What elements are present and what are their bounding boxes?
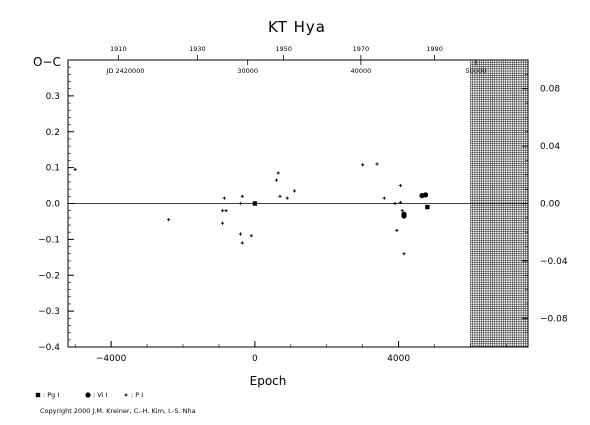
year-label: 1910 (110, 45, 127, 53)
data-point-plus (167, 218, 171, 222)
year-label: 1950 (275, 45, 292, 53)
y-tick-label: −0.4 (38, 343, 60, 353)
data-point-plus (398, 183, 403, 188)
y-axis-label: O−C (33, 55, 61, 69)
data-point-square (425, 204, 430, 210)
data-point-plus (382, 196, 386, 200)
data-point-circle (422, 192, 429, 198)
y-tick-label: −0.3 (38, 307, 60, 317)
data-point-plus (73, 167, 77, 172)
y-tick-label: 0.1 (46, 164, 60, 174)
data-point-plus (285, 196, 289, 200)
jd-label: 50000 (466, 67, 487, 75)
right-tick-label: −0.04 (540, 257, 568, 267)
y-tick-label: −0.2 (38, 271, 60, 281)
legend-label: : Pg I (43, 391, 59, 399)
data-point-plus (402, 252, 406, 256)
data-point-plus (375, 162, 379, 166)
y-tick-label: 0.3 (46, 92, 60, 102)
x-axis-label: Epoch (250, 374, 287, 388)
data-point-plus (292, 189, 297, 193)
legend-label: : P I (131, 391, 143, 399)
right-tick-label: 0.00 (540, 200, 560, 210)
y-tick-label: 0.0 (46, 200, 61, 210)
x-tick-label: 0 (252, 354, 258, 364)
data-point-plus (240, 241, 244, 245)
right-tick-label: 0.04 (540, 142, 560, 152)
data-point-plus (393, 201, 397, 206)
y-tick-label: −0.1 (38, 235, 60, 245)
legend-marker-square (35, 392, 41, 398)
data-point-plus (361, 163, 365, 167)
data-point-plus (240, 194, 244, 198)
chart-title: KT Hya (268, 18, 326, 36)
jd-label: 40000 (351, 67, 372, 75)
data-point-plus (220, 221, 225, 225)
data-point-plus (249, 234, 253, 238)
legend-label: : Vi I (93, 391, 107, 399)
data-point-plus (238, 232, 243, 236)
data-point-plus (398, 200, 403, 205)
x-tick-label: 4000 (387, 354, 410, 364)
data-point-plus (238, 201, 243, 206)
year-label: 1970 (353, 45, 370, 53)
jd-label: 30000 (237, 67, 258, 75)
jd-prefix-label: JD 2420000 (106, 67, 145, 75)
legend-marker-circle (85, 392, 91, 398)
right-tick-label: 0.08 (540, 85, 560, 95)
legend-marker-plus (124, 393, 128, 397)
data-point-plus (220, 209, 225, 213)
data-point-plus (274, 178, 279, 182)
copyright-text: Copyright 2000 J.M. Kreiner, C.-H. Kim, … (40, 407, 196, 415)
x-tick-label: −4000 (96, 354, 127, 364)
year-label: 1930 (189, 45, 206, 53)
year-label: 1990 (426, 45, 443, 53)
data-point-plus (278, 194, 282, 198)
data-point-plus (222, 196, 226, 200)
data-point-circle (401, 213, 407, 219)
data-point-plus (276, 171, 280, 175)
y-tick-label: 0.2 (46, 128, 60, 138)
data-point-plus (395, 228, 399, 233)
data-point-plus (400, 209, 404, 213)
right-tick-label: −0.08 (540, 314, 568, 324)
data-point-plus (224, 209, 228, 213)
data-point-square (252, 201, 258, 206)
